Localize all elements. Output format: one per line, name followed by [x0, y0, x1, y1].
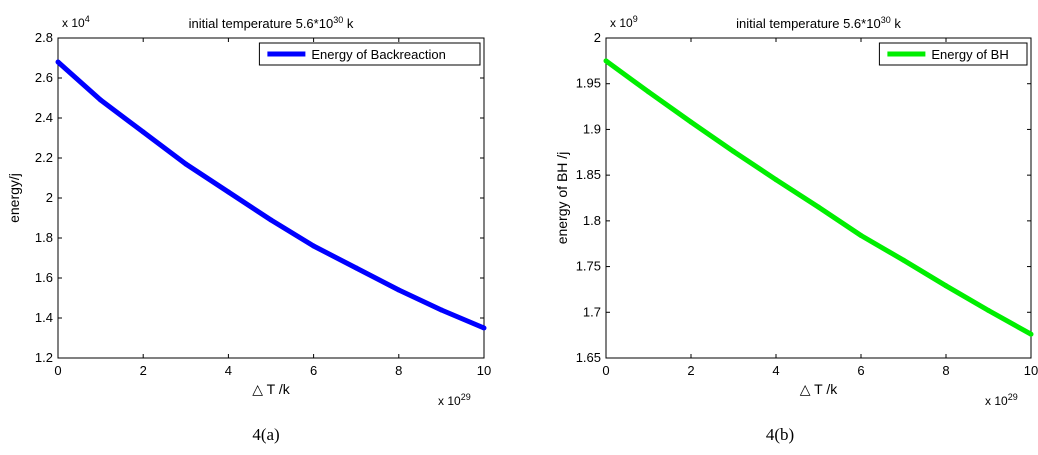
- chart-b-data-point: [858, 233, 864, 238]
- chart-b-x-tick-label: 10: [1024, 363, 1038, 378]
- chart-b-x-tick-label: 0: [602, 363, 609, 378]
- chart-a-data-point: [98, 97, 104, 103]
- chart-b-y-tick-label: 1.8: [583, 213, 601, 228]
- chart-b-y-tick-label: 1.75: [576, 259, 601, 274]
- chart-a-data-point: [140, 129, 146, 135]
- chart-a-data-point: [55, 59, 61, 65]
- chart-b-title: initial temperature 5.6*1030 k: [736, 15, 901, 31]
- chart-a-y-tick-label: 2.8: [35, 30, 53, 45]
- chart-b-caption: 4(b): [765, 425, 795, 444]
- chart-b-y-tick-label: 1.65: [576, 350, 601, 365]
- chart-b-data-point: [773, 177, 779, 183]
- chart-a-y-tick-label: 2: [46, 190, 53, 205]
- chart-a: [55, 37, 487, 359]
- chart-b-data-point: [1028, 331, 1034, 337]
- chart-a-legend: [258, 42, 481, 66]
- chart-a-y-multiplier: x 104: [62, 14, 90, 30]
- chart-a-data-point: [353, 265, 359, 271]
- chart-a-x-tick-label: 6: [310, 363, 317, 378]
- chart-b-legend: [878, 42, 1028, 66]
- chart-b-x-multiplier: x 1029: [985, 392, 1018, 408]
- chart-a-y-tick-label: 1.4: [35, 310, 53, 325]
- chart-b: [603, 37, 1034, 359]
- chart-b-data-point: [731, 148, 736, 154]
- chart-b-x-tick-label: 6: [857, 363, 864, 378]
- chart-a-y-tick-label: 2.6: [35, 70, 53, 85]
- chart-b-y-tick-label: 2: [594, 30, 601, 45]
- chart-a-plot-area: [57, 37, 485, 359]
- chart-a-x-tick-label: 10: [477, 363, 491, 378]
- chart-a-caption: 4(a): [252, 425, 280, 444]
- chart-b-data-point: [943, 283, 949, 289]
- chart-a-y-tick-label: 1.6: [35, 270, 53, 285]
- chart-b-plot-area: [605, 37, 1032, 359]
- chart-a-data-point: [268, 217, 274, 223]
- chart-b-x-tick-label: 2: [687, 363, 694, 378]
- chart-b-data-point: [688, 119, 694, 125]
- chart-b-x-tick-label: 8: [942, 363, 949, 378]
- chart-a-x-tick-label: 0: [54, 363, 61, 378]
- chart-b-data-point: [646, 89, 651, 95]
- chart-b-y-tick-label: 1.9: [583, 121, 601, 136]
- chart-a-legend-label: Energy of Backreaction: [311, 47, 445, 62]
- chart-a-title: initial temperature 5.6*1030 k: [189, 15, 354, 31]
- chart-a-data-point: [396, 287, 402, 293]
- chart-b-legend-label: Energy of BH: [931, 47, 1008, 62]
- chart-b-data-point: [901, 257, 906, 263]
- chart-a-y-tick-label: 2.2: [35, 150, 53, 165]
- chart-a-data-point: [438, 307, 444, 313]
- chart-a-data-point: [225, 189, 231, 195]
- chart-a-y-tick-label: 2.4: [35, 110, 53, 125]
- chart-b-data-point: [603, 58, 609, 64]
- chart-a-y-tick-label: 1.8: [35, 230, 53, 245]
- chart-a-x-axis-label: △ T /k: [252, 381, 290, 397]
- chart-a-x-tick-label: 8: [395, 363, 402, 378]
- chart-b-data-point: [986, 308, 991, 313]
- chart-b-x-axis-label: △ T /k: [800, 381, 838, 397]
- chart-b-x-tick-label: 4: [772, 363, 779, 378]
- chart-b-y-multiplier: x 109: [610, 14, 638, 30]
- chart-a-x-multiplier: x 1029: [438, 392, 471, 408]
- chart-b-y-tick-label: 1.7: [583, 304, 601, 319]
- chart-b-y-tick-label: 1.85: [576, 167, 601, 182]
- chart-a-y-axis-label: energy/j: [6, 173, 22, 223]
- chart-b-y-axis-label: energy of BH /j: [554, 152, 570, 245]
- chart-a-data-point: [311, 243, 317, 249]
- chart-a-x-tick-label: 2: [140, 363, 147, 378]
- chart-b-y-tick-label: 1.95: [576, 76, 601, 91]
- chart-a-data-point: [183, 161, 189, 167]
- chart-a-data-point: [481, 325, 487, 331]
- chart-a-x-tick-label: 4: [225, 363, 232, 378]
- chart-a-y-tick-label: 1.2: [35, 350, 53, 365]
- chart-b-data-point: [816, 204, 821, 210]
